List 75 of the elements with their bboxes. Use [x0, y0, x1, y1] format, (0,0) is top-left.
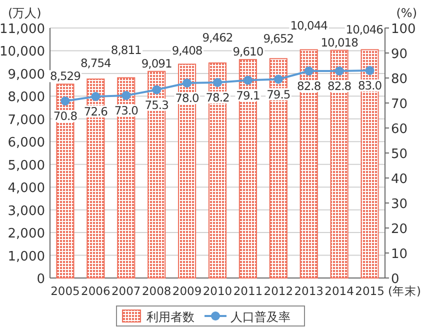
y2-tick-label: 10	[391, 247, 408, 262]
y-tick-label: 9,000	[8, 67, 45, 82]
point	[60, 96, 70, 106]
bar	[208, 62, 227, 278]
point	[243, 76, 252, 85]
x-tick-label: 2010	[202, 284, 232, 298]
y-tick-label: 2,000	[8, 226, 45, 242]
data-label: 75.3	[144, 98, 169, 112]
x-axis-title: (年末)	[388, 284, 421, 298]
bar	[178, 64, 196, 278]
data-label: 78.2	[206, 90, 230, 104]
y2-tick-label: 100	[391, 22, 416, 37]
x-tick-label: 2007	[111, 284, 141, 298]
y-axis-title: (万人)	[8, 6, 42, 20]
y2-tick-label: 20	[391, 222, 408, 237]
y2-tick-label: 80	[391, 72, 408, 87]
data-label: 9,462	[202, 30, 233, 44]
data-label: 10,044	[290, 18, 328, 33]
point	[365, 66, 374, 75]
point	[213, 78, 222, 87]
data-label: 8,811	[110, 43, 142, 58]
data-label: 82.8	[328, 79, 352, 93]
data-label: 10,018	[320, 35, 358, 50]
data-label: 8,529	[50, 69, 81, 84]
y-tick-label: 7,000	[8, 112, 45, 128]
data-label: 8,754	[80, 56, 112, 70]
data-label: 9,610	[232, 44, 264, 59]
data-label: 10,046	[346, 22, 384, 36]
y2-axis-title: (%)	[396, 6, 417, 20]
point	[274, 74, 283, 84]
data-label: 79.1	[236, 88, 260, 102]
x-tick-label: 2009	[172, 284, 202, 298]
x-tick-label: 2014	[324, 284, 354, 298]
y-tick-label: 5,000	[8, 158, 45, 174]
point	[334, 66, 344, 76]
x-tick-label: 2015	[355, 284, 384, 298]
y-tick-label: 8,000	[8, 90, 45, 106]
y-tick-label: 0	[36, 272, 45, 287]
y-tick-label: 1,000	[8, 249, 45, 264]
data-label: 9,408	[172, 43, 202, 58]
point	[122, 91, 131, 100]
y2-tick-label: 90	[391, 47, 408, 62]
data-label: 78.0	[175, 91, 200, 105]
y2-tick-label: 30	[391, 197, 408, 212]
y2-tick-label: 50	[391, 147, 408, 162]
y2-tick-label: 0	[391, 272, 400, 287]
x-tick-label: 2006	[81, 284, 110, 298]
y2-tick-label: 40	[391, 172, 408, 187]
y-tick-label: 4,000	[8, 181, 45, 196]
data-label: 73.0	[114, 104, 138, 118]
x-tick-label: 2013	[294, 284, 324, 298]
y-tick-label: 3,000	[8, 204, 45, 219]
point	[152, 85, 162, 94]
y2-tick-label: 70	[391, 97, 408, 112]
data-label: 82.8	[297, 79, 321, 93]
point	[182, 78, 192, 88]
x-tick-label: 2011	[233, 284, 263, 298]
data-label: 72.6	[84, 104, 108, 118]
data-label: 9,652	[263, 32, 294, 46]
point	[91, 92, 100, 101]
x-tick-label: 2012	[264, 284, 294, 298]
y-tick-label: 6,000	[8, 136, 45, 151]
legend-label: 利用者数	[146, 310, 194, 324]
y2-tick-label: 60	[391, 122, 408, 137]
data-label: 70.8	[53, 109, 78, 123]
bar	[148, 70, 166, 278]
y-tick-label: 10,000	[0, 44, 45, 60]
legend-label: 人口普及率	[230, 310, 290, 324]
y-tick-label: 11,000	[0, 22, 45, 37]
data-label: 83.0	[358, 78, 382, 92]
x-tick-label: 2005	[50, 284, 80, 298]
point	[304, 66, 314, 76]
data-label: 79.5	[266, 87, 290, 102]
x-tick-label: 2008	[142, 284, 172, 298]
data-label: 9,091	[141, 56, 172, 70]
